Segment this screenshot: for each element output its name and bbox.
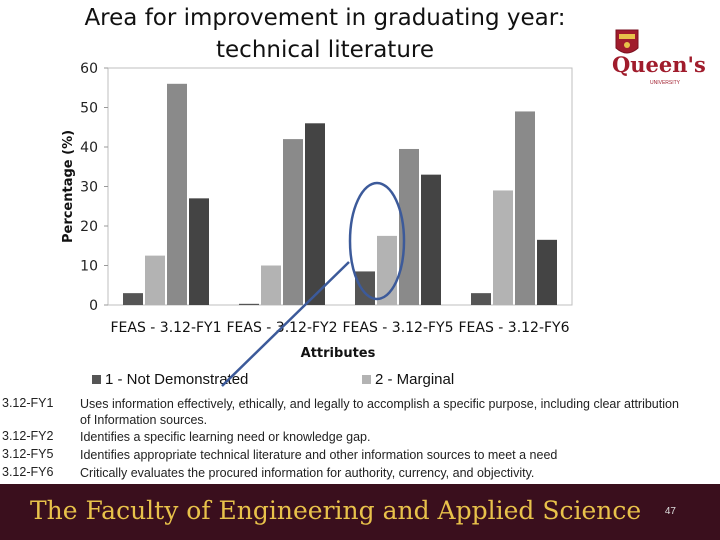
crest-icon bbox=[615, 29, 639, 54]
attribute-code: 3.12-FY2 bbox=[2, 429, 54, 443]
attribute-text: Identifies appropriate technical literat… bbox=[80, 448, 558, 462]
x-tick-label: FEAS - 3.12-FY5 bbox=[342, 320, 453, 336]
logo-text: Queen's bbox=[612, 52, 706, 77]
faculty-name: The Faculty of Engineering and Applied S… bbox=[30, 496, 642, 525]
bar bbox=[471, 293, 491, 305]
footer-bar: The Faculty of Engineering and Applied S… bbox=[0, 484, 720, 540]
y-tick-label: 60 bbox=[80, 61, 98, 77]
attribute-code: 3.12-FY5 bbox=[2, 447, 54, 461]
logo-subtext: UNIVERSITY bbox=[650, 80, 681, 86]
y-tick-label: 50 bbox=[80, 101, 98, 117]
attribute-text: Uses information effectively, ethically,… bbox=[80, 397, 679, 427]
attribute-text: Identifies a specific learning need or k… bbox=[80, 430, 371, 444]
legend-swatch-dark bbox=[92, 375, 101, 384]
x-tick-label: FEAS - 3.12-FY1 bbox=[110, 320, 221, 336]
bar bbox=[537, 239, 557, 305]
y-tick-label: 30 bbox=[80, 180, 98, 196]
page-number: 47 bbox=[664, 506, 676, 517]
bar bbox=[355, 271, 375, 305]
y-axis-label: Percentage (%) bbox=[61, 130, 76, 243]
queens-logo: Queen's UNIVERSITY bbox=[612, 29, 706, 86]
attribute-text: Critically evaluates the procured inform… bbox=[80, 466, 535, 480]
bar bbox=[189, 198, 209, 305]
bar-chart: 0 10 20 30 40 50 60 Percentage (%) FEAS - 3.12-F… bbox=[61, 61, 573, 361]
legend-label-not-demonstrated: 1 - Not Demonstrated bbox=[105, 371, 249, 388]
attribute-code: 3.12-FY6 bbox=[2, 465, 54, 479]
legend-item-marginal: 2 - Marginal bbox=[362, 371, 454, 388]
bar bbox=[399, 148, 419, 305]
y-tick-label: 10 bbox=[80, 259, 98, 275]
x-tick-label: FEAS - 3.12-FY6 bbox=[458, 320, 569, 336]
y-tick-label: 0 bbox=[89, 298, 98, 314]
legend-swatch-light bbox=[362, 375, 371, 384]
bar bbox=[167, 83, 187, 305]
bar bbox=[283, 139, 303, 305]
bar bbox=[123, 293, 143, 305]
y-tick-label: 20 bbox=[80, 219, 98, 235]
y-tick-label: 40 bbox=[80, 140, 98, 156]
bar bbox=[493, 190, 513, 305]
x-axis-label: Attributes bbox=[301, 346, 376, 361]
bar bbox=[261, 265, 281, 305]
legend-item-not-demonstrated: 1 - Not Demonstrated bbox=[92, 371, 248, 388]
bar bbox=[305, 123, 325, 305]
bar bbox=[515, 111, 535, 305]
bar bbox=[239, 303, 259, 305]
chart-title: Area for improvement in graduating year:… bbox=[84, 5, 566, 63]
bar bbox=[421, 174, 441, 305]
x-tick-label: FEAS - 3.12-FY2 bbox=[226, 320, 337, 336]
bar bbox=[145, 255, 165, 305]
legend-label-marginal: 2 - Marginal bbox=[375, 371, 455, 388]
attribute-code: 3.12-FY1 bbox=[2, 396, 54, 410]
bar bbox=[377, 235, 397, 305]
